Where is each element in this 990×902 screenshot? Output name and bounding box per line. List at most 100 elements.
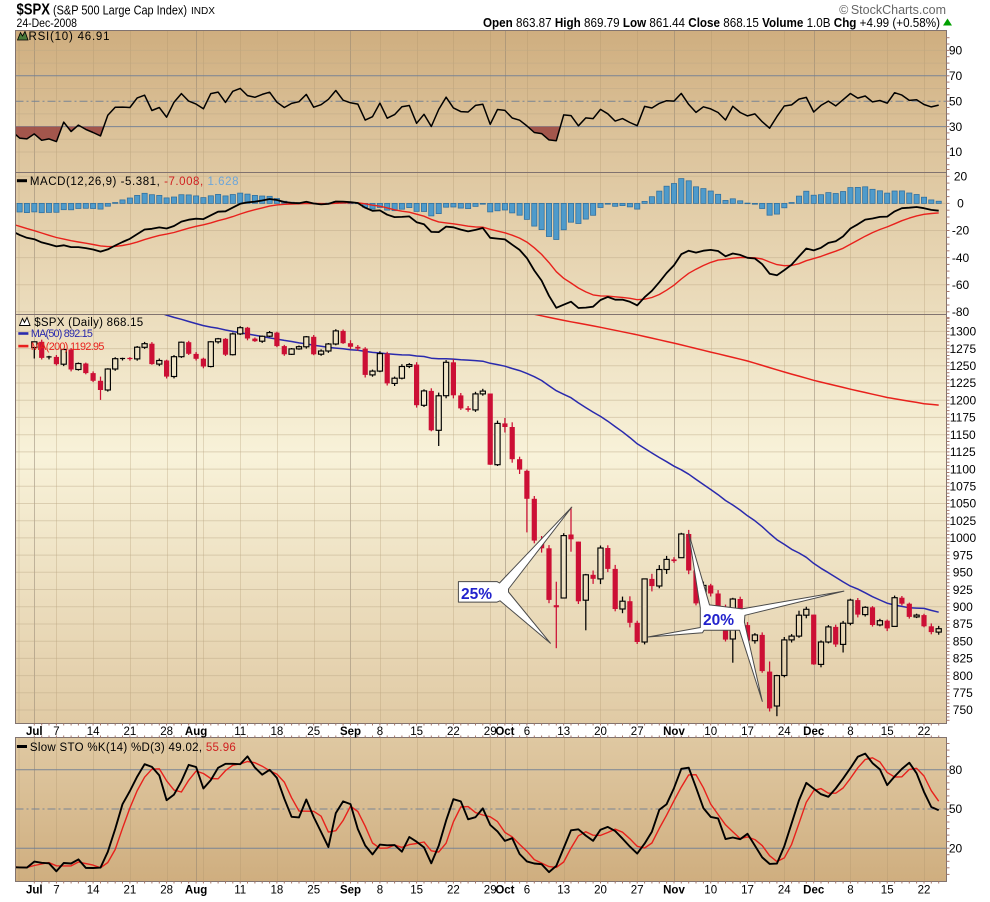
svg-text:975: 975 bbox=[953, 548, 973, 562]
svg-text:$SPX: $SPX bbox=[17, 1, 51, 18]
svg-text:Sep: Sep bbox=[340, 885, 361, 897]
svg-text:1150: 1150 bbox=[950, 428, 976, 442]
svg-text:14: 14 bbox=[87, 885, 100, 897]
svg-text:30: 30 bbox=[949, 120, 963, 134]
svg-text:Oct: Oct bbox=[495, 726, 514, 738]
svg-text:20: 20 bbox=[594, 726, 607, 738]
svg-text:Sep: Sep bbox=[340, 726, 361, 738]
svg-text:Nov: Nov bbox=[663, 726, 685, 738]
svg-text:850: 850 bbox=[953, 634, 973, 648]
svg-text:25: 25 bbox=[307, 885, 320, 897]
svg-text:925: 925 bbox=[953, 583, 973, 597]
svg-text:22: 22 bbox=[918, 726, 931, 738]
svg-text:29: 29 bbox=[484, 726, 497, 738]
svg-text:13: 13 bbox=[557, 726, 570, 738]
svg-text:50: 50 bbox=[949, 94, 963, 108]
svg-text:6: 6 bbox=[524, 726, 530, 738]
svg-text:© StockCharts.com: © StockCharts.com bbox=[839, 3, 946, 17]
svg-text:$SPX (Daily) 868.15: $SPX (Daily) 868.15 bbox=[34, 317, 143, 329]
svg-text:15: 15 bbox=[410, 726, 423, 738]
svg-text:Aug: Aug bbox=[185, 885, 207, 897]
svg-text:25%: 25% bbox=[461, 586, 492, 603]
svg-text:24: 24 bbox=[778, 726, 791, 738]
svg-text:29: 29 bbox=[484, 885, 497, 897]
svg-text:22: 22 bbox=[447, 726, 460, 738]
svg-text:Slow STO %K(14) %D(3) 49.02, 5: Slow STO %K(14) %D(3) 49.02, 55.96 bbox=[30, 742, 236, 754]
svg-text:-60: -60 bbox=[952, 278, 970, 292]
svg-text:24-Dec-2008: 24-Dec-2008 bbox=[17, 16, 78, 30]
svg-text:Nov: Nov bbox=[663, 885, 685, 897]
svg-text:15: 15 bbox=[881, 726, 894, 738]
svg-text:1250: 1250 bbox=[949, 359, 976, 373]
svg-text:20%: 20% bbox=[703, 612, 734, 629]
svg-text:RSI(10) 46.91: RSI(10) 46.91 bbox=[29, 31, 110, 43]
svg-text:750: 750 bbox=[953, 703, 973, 717]
svg-text:825: 825 bbox=[953, 652, 973, 666]
svg-text:1300: 1300 bbox=[949, 325, 976, 339]
svg-text:1100: 1100 bbox=[950, 462, 976, 476]
svg-text:22: 22 bbox=[447, 885, 460, 897]
svg-text:-80: -80 bbox=[952, 305, 970, 319]
svg-text:MA(200) 1192.95: MA(200) 1192.95 bbox=[31, 341, 105, 353]
svg-text:1225: 1225 bbox=[949, 376, 976, 390]
svg-text:21: 21 bbox=[124, 885, 137, 897]
svg-text:(S&P 500 Large Cap Index): (S&P 500 Large Cap Index) bbox=[53, 2, 187, 17]
svg-text:Open 863.87 High 869.79 Low 86: Open 863.87 High 869.79 Low 861.44 Close… bbox=[483, 16, 940, 30]
svg-text:80: 80 bbox=[949, 763, 963, 777]
svg-text:Jul: Jul bbox=[26, 726, 43, 738]
svg-text:-40: -40 bbox=[952, 251, 970, 265]
svg-text:1025: 1025 bbox=[949, 514, 976, 528]
svg-text:11: 11 bbox=[234, 885, 246, 897]
svg-text:27: 27 bbox=[631, 885, 644, 897]
svg-text:900: 900 bbox=[953, 600, 973, 614]
svg-text:7: 7 bbox=[53, 885, 59, 897]
svg-text:1200: 1200 bbox=[949, 393, 976, 407]
svg-text:INDX: INDX bbox=[191, 5, 215, 17]
svg-text:14: 14 bbox=[87, 726, 100, 738]
svg-text:MA(50) 892.15: MA(50) 892.15 bbox=[31, 328, 93, 340]
svg-text:1275: 1275 bbox=[949, 342, 976, 356]
svg-text:25: 25 bbox=[307, 726, 320, 738]
svg-text:8: 8 bbox=[377, 726, 383, 738]
svg-text:800: 800 bbox=[953, 669, 973, 683]
svg-text:1075: 1075 bbox=[949, 480, 976, 494]
svg-text:18: 18 bbox=[271, 726, 284, 738]
svg-text:Oct: Oct bbox=[495, 885, 514, 897]
svg-text:11: 11 bbox=[234, 726, 246, 738]
svg-text:8: 8 bbox=[847, 885, 853, 897]
svg-text:90: 90 bbox=[949, 44, 963, 58]
svg-text:24: 24 bbox=[778, 885, 791, 897]
svg-text:775: 775 bbox=[953, 686, 973, 700]
svg-text:875: 875 bbox=[953, 617, 973, 631]
svg-text:Aug: Aug bbox=[185, 726, 207, 738]
svg-text:28: 28 bbox=[160, 726, 173, 738]
svg-text:1175: 1175 bbox=[950, 411, 976, 425]
svg-text:10: 10 bbox=[704, 885, 717, 897]
svg-text:MACD(12,26,9) -5.381, -7.008,: MACD(12,26,9) -5.381, -7.008, 1.628 bbox=[30, 176, 239, 188]
svg-text:950: 950 bbox=[953, 566, 973, 580]
svg-text:13: 13 bbox=[557, 885, 570, 897]
svg-text:27: 27 bbox=[631, 726, 644, 738]
svg-text:70: 70 bbox=[949, 69, 963, 83]
svg-text:18: 18 bbox=[271, 885, 284, 897]
svg-text:20: 20 bbox=[594, 885, 607, 897]
svg-text:15: 15 bbox=[410, 885, 423, 897]
svg-text:Dec: Dec bbox=[803, 726, 825, 738]
svg-text:28: 28 bbox=[160, 885, 173, 897]
svg-text:10: 10 bbox=[949, 145, 963, 159]
svg-text:8: 8 bbox=[377, 885, 383, 897]
svg-text:17: 17 bbox=[741, 726, 754, 738]
svg-text:22: 22 bbox=[918, 885, 931, 897]
svg-text:-20: -20 bbox=[952, 224, 970, 238]
svg-text:1000: 1000 bbox=[949, 531, 976, 545]
svg-text:10: 10 bbox=[704, 726, 717, 738]
svg-text:17: 17 bbox=[741, 885, 754, 897]
svg-text:1125: 1125 bbox=[950, 445, 976, 459]
svg-text:20: 20 bbox=[954, 170, 968, 184]
svg-text:7: 7 bbox=[53, 726, 59, 738]
svg-text:0: 0 bbox=[957, 197, 964, 211]
svg-text:Jul: Jul bbox=[26, 885, 43, 897]
svg-text:Dec: Dec bbox=[803, 885, 825, 897]
svg-text:15: 15 bbox=[881, 885, 894, 897]
svg-text:6: 6 bbox=[524, 885, 530, 897]
